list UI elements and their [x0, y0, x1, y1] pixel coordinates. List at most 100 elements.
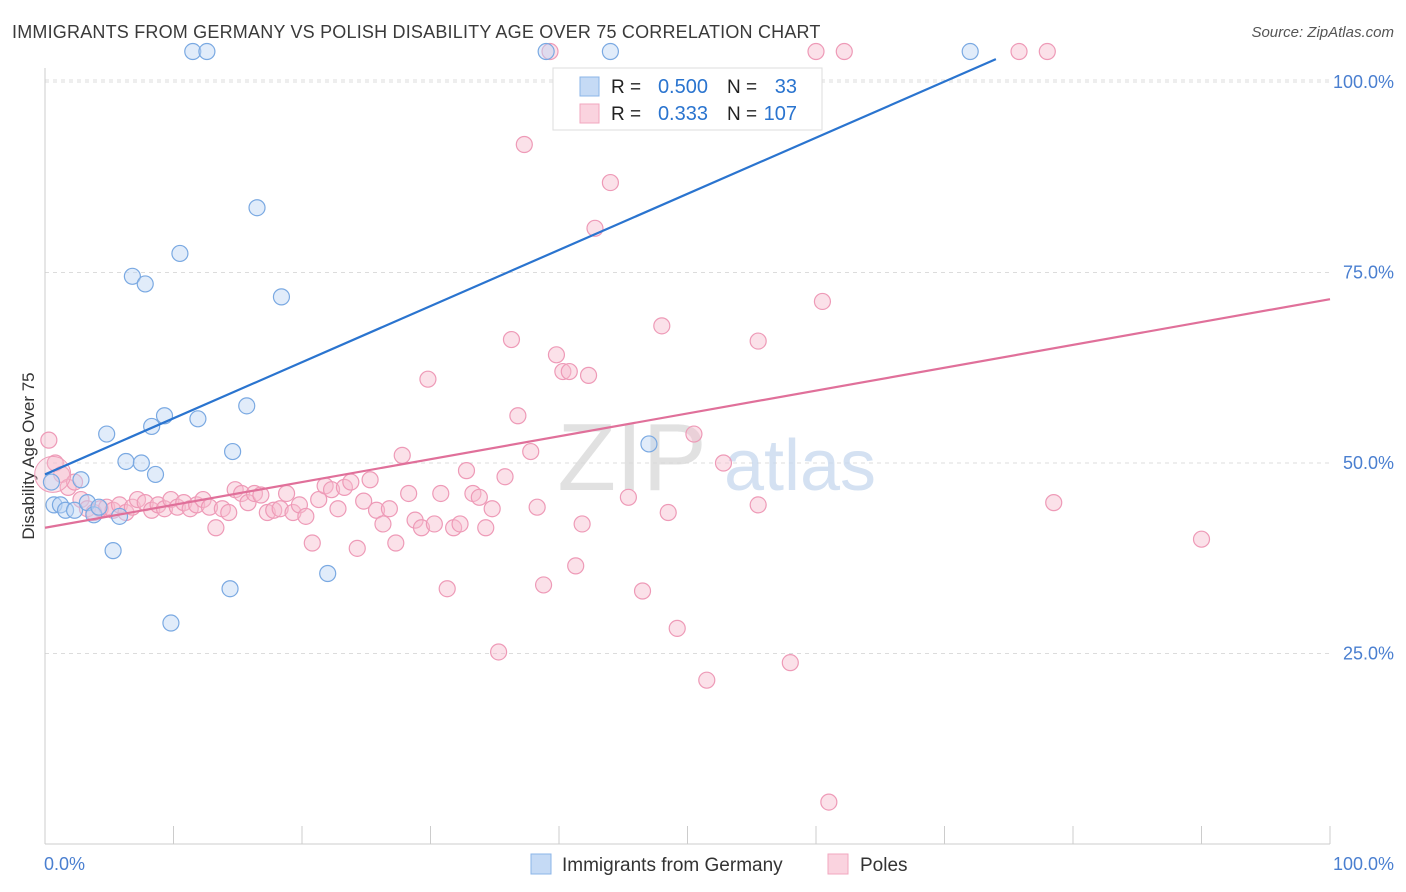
trend-lines	[44, 58, 1331, 529]
germany-point	[224, 442, 242, 461]
poles-point	[303, 534, 321, 552]
germany-point	[184, 42, 202, 61]
poles-point	[40, 431, 58, 449]
poles-point	[470, 488, 488, 506]
stats-box: R = 0.500 N = 33 R = 0.333 N = 107	[552, 67, 823, 131]
germany-point	[90, 498, 108, 516]
stats-swatch-poles	[579, 103, 600, 124]
poles-point	[820, 793, 838, 811]
chart-title: IMMIGRANTS FROM GERMANY VS POLISH DISABI…	[12, 22, 821, 42]
germany-point	[238, 397, 256, 415]
poles-point	[579, 366, 598, 384]
poles-point	[393, 446, 411, 464]
poles-point	[528, 498, 546, 516]
poles-point	[749, 332, 767, 350]
poles-point	[438, 580, 456, 598]
poles-point	[502, 330, 521, 349]
poles-point	[477, 519, 495, 537]
poles-point	[207, 519, 225, 537]
germany-point	[319, 564, 337, 583]
poles-point	[348, 539, 366, 557]
y-tick-label: 75.0%	[1343, 263, 1394, 283]
poles-point	[554, 362, 572, 381]
germany-trend-line	[44, 58, 997, 476]
poles-point	[835, 42, 853, 61]
poles-point	[522, 442, 540, 461]
poles-point	[483, 500, 501, 518]
poles-point	[534, 576, 553, 594]
stats-r-label-poles: R =	[611, 104, 641, 125]
poles-point	[573, 515, 591, 533]
germany-point	[65, 501, 84, 519]
poles-point	[1038, 42, 1056, 61]
poles-point	[547, 346, 566, 364]
poles-points	[34, 42, 1211, 811]
legend-label-germany: Immigrants from Germany	[562, 855, 783, 876]
x-tick-label-max: 100.0%	[1333, 854, 1394, 874]
poles-point	[714, 454, 733, 472]
poles-point	[515, 135, 533, 154]
legend: Immigrants from Germany Poles	[530, 853, 908, 876]
poles-trend-line	[44, 298, 1331, 529]
x-tick-label-min: 0.0%	[44, 854, 85, 874]
germany-point	[162, 614, 180, 632]
poles-point	[807, 42, 825, 61]
stats-n-value-germany: 33	[775, 76, 797, 98]
poles-point	[361, 471, 379, 489]
germany-point	[171, 244, 189, 263]
poles-point	[265, 501, 283, 519]
poles-point	[355, 492, 373, 510]
germany-point	[136, 275, 154, 293]
poles-point	[277, 484, 296, 503]
poles-point	[419, 370, 437, 388]
poles-point	[387, 534, 405, 552]
germany-point	[132, 454, 150, 472]
poles-point	[239, 494, 257, 512]
germany-point	[537, 42, 555, 61]
legend-swatch-poles	[827, 853, 849, 875]
germany-point	[601, 42, 620, 61]
y-axis-label: Disability Age Over 75	[19, 372, 38, 539]
poles-point	[601, 173, 620, 192]
poles-point	[400, 484, 418, 503]
stats-n-label-germany: N =	[727, 77, 757, 98]
axes	[44, 68, 1331, 845]
poles-point	[698, 671, 716, 689]
germany-point	[248, 199, 266, 217]
poles-point	[813, 292, 832, 311]
germany-point	[42, 473, 61, 491]
y-tick-label: 50.0%	[1343, 453, 1394, 473]
germany-point	[123, 267, 141, 285]
poles-point	[1192, 530, 1211, 548]
y-tick-labels: 25.0% 50.0% 75.0% 100.0%	[1333, 72, 1394, 664]
poles-point	[457, 462, 476, 480]
poles-point	[271, 500, 289, 518]
poles-point	[412, 519, 431, 537]
watermark-atlas: atlas	[724, 426, 876, 506]
germany-point	[104, 542, 122, 560]
poles-point	[653, 317, 671, 335]
poles-point	[432, 484, 450, 503]
germany-point	[72, 471, 90, 489]
germany-point	[640, 435, 658, 453]
poles-point	[425, 515, 443, 533]
grid-lines	[45, 79, 1330, 654]
poles-point	[619, 488, 637, 506]
stats-n-value-poles: 107	[764, 103, 797, 125]
poles-point	[220, 503, 238, 522]
poles-point	[659, 503, 677, 522]
stats-r-label-germany: R =	[611, 77, 641, 98]
stats-n-label-poles: N =	[727, 104, 757, 125]
poles-point	[297, 507, 315, 525]
legend-item-germany[interactable]: Immigrants from Germany	[530, 853, 783, 876]
source-credit: Source: ZipAtlas.com	[1251, 24, 1394, 41]
poles-point	[1010, 42, 1028, 61]
germany-point	[272, 288, 291, 306]
legend-label-poles: Poles	[860, 855, 908, 876]
poles-point	[374, 515, 392, 533]
legend-item-poles[interactable]: Poles	[827, 853, 908, 876]
y-tick-label: 25.0%	[1343, 644, 1394, 664]
poles-point	[781, 654, 799, 672]
poles-point	[490, 643, 508, 661]
watermark: ZIP atlas	[557, 404, 876, 511]
